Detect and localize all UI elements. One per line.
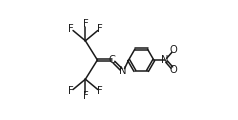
Text: F: F [83, 91, 88, 101]
Text: N: N [161, 55, 169, 65]
Text: C: C [108, 55, 115, 65]
Text: F: F [97, 86, 103, 96]
Text: F: F [83, 19, 88, 29]
Text: F: F [68, 86, 74, 96]
Text: F: F [68, 24, 74, 34]
Text: O: O [170, 65, 178, 75]
Text: F: F [97, 24, 103, 34]
Text: O: O [170, 45, 178, 55]
Text: N: N [119, 66, 127, 76]
